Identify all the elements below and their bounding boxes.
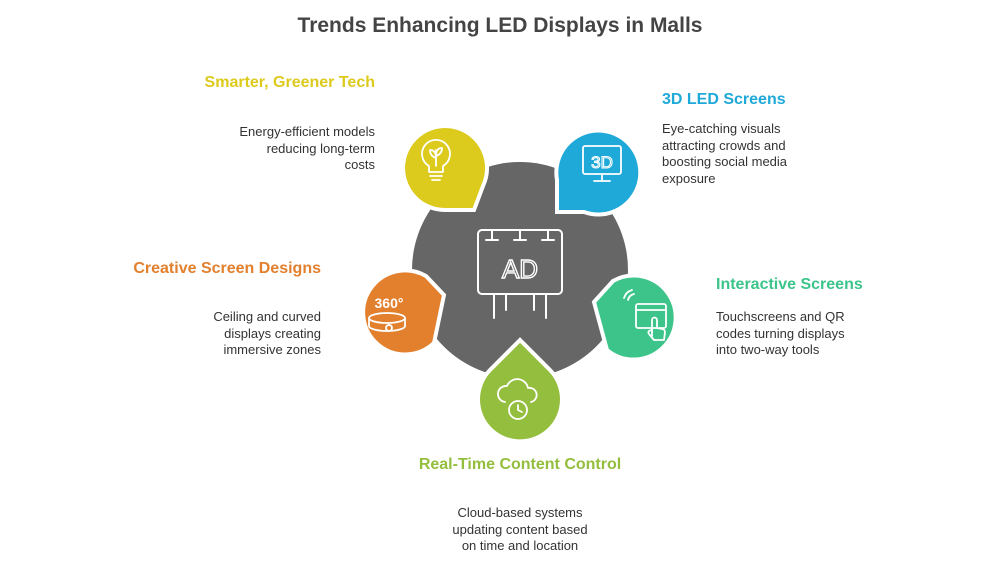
hub-icon-text: AD	[502, 254, 538, 284]
desc-line: codes turning displays	[716, 325, 845, 341]
3d-icon-text: 3D	[591, 153, 613, 172]
desc-interactive-screens: Touchscreens and QR codes turning displa…	[716, 309, 916, 359]
desc-line: boosting social media	[662, 154, 788, 169]
desc-line: immersive zones	[223, 342, 321, 357]
desc-line: Eye-catching visuals	[662, 121, 781, 136]
desc-line: updating content based	[452, 521, 588, 537]
desc-creative-screen-designs: Ceiling and curved displays creating imm…	[121, 309, 321, 359]
heading-interactive-screens: Interactive Screens	[716, 276, 863, 293]
desc-line: displays creating	[224, 325, 321, 341]
desc-line: into two-way tools	[716, 342, 820, 357]
heading-smarter-greener-tech: Smarter, Greener Tech	[204, 74, 375, 91]
cloud-clock-icon	[497, 378, 538, 420]
desc-line: Cloud-based systems	[457, 505, 583, 520]
desc-line: Ceiling and curved	[213, 309, 321, 324]
desc-3d-led-screens: Eye-catching visuals attracting crowds a…	[662, 121, 862, 187]
drop-smarter-greener-tech	[401, 124, 489, 213]
touchscreen-icon	[623, 289, 667, 341]
drop-interactive-screens	[591, 273, 678, 362]
360-icon-text: 360°	[375, 295, 404, 311]
diagram-title: Trends Enhancing LED Displays in Malls	[297, 14, 703, 37]
drop-3d-led-screens: 3D	[554, 128, 643, 217]
desc-line: reducing long-term	[266, 140, 375, 156]
3d-monitor-icon	[582, 145, 622, 182]
hub-circle	[412, 162, 628, 378]
drop-real-time-content-control	[476, 337, 564, 444]
heading-3d-led-screens: 3D LED Screens	[662, 91, 786, 108]
lightbulb-leaf-icon	[421, 138, 451, 181]
desc-line: exposure	[662, 170, 716, 186]
desc-line: Energy-efficient models	[239, 124, 375, 139]
desc-real-time-content-control: Cloud-based systems updating content bas…	[418, 505, 622, 555]
360-view-icon	[368, 312, 406, 332]
desc-smarter-greener-tech: Energy-efficient models reducing long-te…	[175, 124, 375, 174]
desc-line: Touchscreens and QR	[716, 309, 845, 324]
desc-line: on time and location	[461, 538, 579, 553]
billboard-icon	[477, 229, 563, 319]
desc-line: attracting crowds and	[662, 137, 786, 153]
desc-line: costs	[344, 157, 375, 172]
drop-creative-screen-designs: 360°	[361, 268, 447, 357]
heading-real-time-content-control: Real-Time Content Control	[418, 456, 622, 473]
heading-creative-screen-designs: Creative Screen Designs	[133, 260, 321, 277]
